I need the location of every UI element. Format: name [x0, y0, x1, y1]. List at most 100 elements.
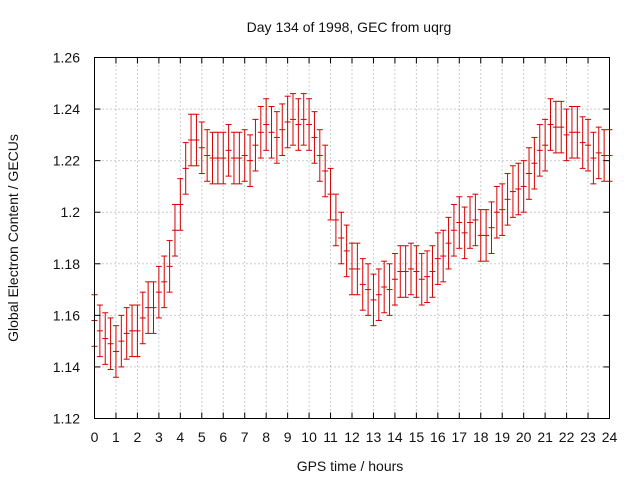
data-point — [467, 196, 474, 249]
data-point — [445, 216, 452, 270]
data-point — [563, 108, 570, 162]
data-point — [601, 129, 608, 182]
data-point — [542, 118, 549, 172]
x-tick-label: 8 — [262, 429, 270, 445]
data-point — [327, 167, 334, 221]
data-point — [316, 129, 323, 182]
data-point — [112, 325, 119, 378]
x-tick-label: 16 — [430, 429, 446, 445]
data-point — [381, 260, 388, 314]
data-point — [204, 129, 211, 182]
x-tick-label: 15 — [409, 429, 425, 445]
data-point — [574, 105, 581, 159]
data-point — [155, 265, 162, 319]
data-point — [247, 134, 254, 187]
data-point — [493, 185, 500, 239]
x-tick-label: 17 — [452, 429, 468, 445]
x-tick-label: 20 — [516, 429, 532, 445]
data-point — [306, 98, 313, 151]
data-point — [359, 258, 366, 311]
x-tick-label: 5 — [198, 429, 206, 445]
grid — [94, 57, 610, 419]
data-point — [177, 178, 184, 231]
data-point — [354, 242, 361, 296]
y-tick-label: 1.2 — [61, 204, 81, 220]
data-point — [429, 245, 436, 298]
data-point — [579, 116, 586, 169]
data-point — [375, 268, 382, 322]
data-point — [526, 147, 533, 200]
data-point — [252, 118, 259, 172]
data-point — [477, 209, 484, 262]
x-tick-label: 23 — [580, 429, 596, 445]
data-point — [456, 196, 463, 249]
x-tick-label: 9 — [284, 429, 292, 445]
data-point — [145, 281, 152, 334]
data-point — [209, 131, 216, 185]
data-point — [536, 124, 543, 177]
data-point — [134, 304, 141, 358]
x-tick-label: 0 — [91, 429, 99, 445]
x-tick-label: 24 — [602, 429, 618, 445]
data-point — [311, 111, 318, 164]
data-point — [413, 245, 420, 298]
data-point — [488, 201, 495, 254]
x-tick-label: 1 — [112, 429, 120, 445]
data-point — [461, 206, 468, 260]
data-point — [397, 245, 404, 298]
x-tick-label: 7 — [241, 429, 249, 445]
data-point — [568, 105, 575, 159]
y-axis-label: Global Electron Content / GECUs — [5, 134, 21, 342]
data-point — [595, 126, 602, 180]
y-tick-label: 1.22 — [53, 153, 80, 169]
x-tick-label: 3 — [155, 429, 163, 445]
data-point — [188, 113, 195, 167]
data-point — [343, 224, 350, 278]
data-point — [349, 242, 355, 296]
data-point — [370, 273, 377, 327]
data-point — [129, 304, 136, 358]
y-tick-label: 1.18 — [53, 256, 80, 272]
x-tick-label: 11 — [323, 429, 338, 445]
data-point — [182, 142, 189, 195]
data-point — [504, 173, 511, 226]
chart-title: Day 134 of 1998, GEC from uqrg — [247, 19, 452, 35]
data-point — [472, 193, 479, 247]
y-tick-label: 1.12 — [53, 411, 80, 427]
data-point — [241, 129, 248, 182]
data-point — [161, 255, 168, 309]
x-tick-label: 2 — [134, 429, 142, 445]
x-tick-label: 4 — [176, 429, 184, 445]
data-point — [408, 242, 415, 296]
data-point — [107, 317, 114, 371]
data-point — [585, 118, 592, 172]
x-tick-label: 21 — [537, 429, 553, 445]
data-point — [365, 263, 372, 316]
data-point — [386, 263, 393, 316]
data-point — [402, 245, 409, 298]
data-point — [220, 131, 227, 185]
data-point — [531, 136, 538, 190]
data-point — [499, 183, 506, 236]
data-point — [424, 250, 431, 303]
data-point — [268, 105, 275, 159]
data-point — [509, 165, 516, 218]
axis-ticks — [94, 57, 610, 419]
data-point — [279, 103, 286, 156]
data-point — [552, 100, 559, 154]
data-point — [166, 240, 173, 293]
data-point — [123, 307, 130, 360]
data-point — [171, 203, 178, 257]
data-point — [150, 281, 157, 334]
y-tick-label: 1.24 — [53, 101, 80, 117]
gec-series — [91, 93, 613, 378]
data-point — [102, 312, 109, 365]
data-point — [515, 162, 522, 216]
y-tick-label: 1.14 — [53, 359, 80, 375]
data-point — [338, 211, 345, 265]
data-point — [225, 124, 232, 177]
y-tick-labels: 1.12 1.14 1.16 1.18 1.2 1.22 1.24 1.26 — [53, 50, 80, 427]
data-point — [300, 93, 307, 146]
data-point — [332, 193, 339, 247]
